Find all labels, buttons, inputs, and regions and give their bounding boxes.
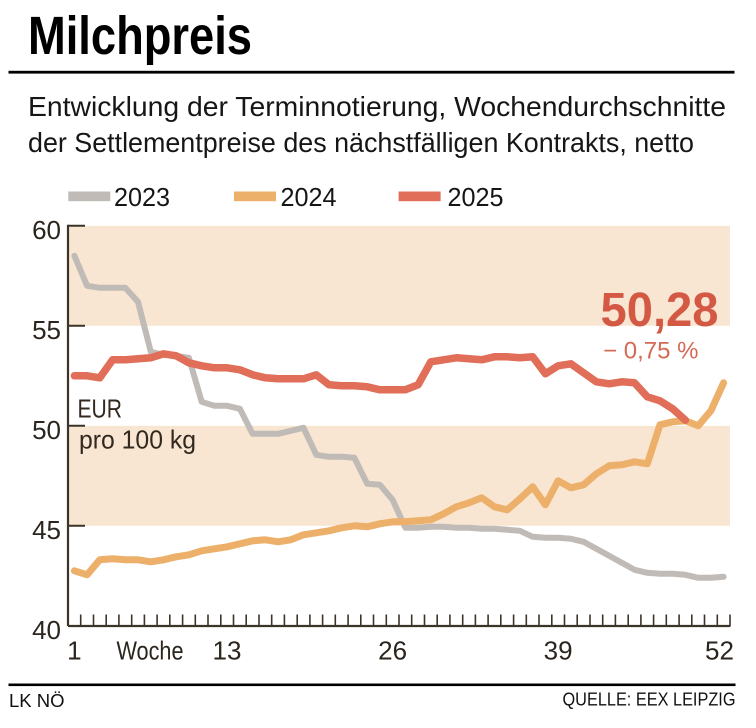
svg-text:Entwicklung der Terminnotierun: Entwicklung der Terminnotierung, Wochend… <box>28 91 726 122</box>
svg-text:2023: 2023 <box>114 182 170 212</box>
svg-text:der Settlementpreise des nächs: der Settlementpreise des nächstfälligen … <box>28 127 694 158</box>
svg-text:pro 100 kg: pro 100 kg <box>79 425 196 455</box>
svg-text:− 0,75 %: − 0,75 % <box>603 338 698 365</box>
svg-text:LK NÖ: LK NÖ <box>9 690 65 711</box>
svg-text:1: 1 <box>67 636 81 666</box>
svg-text:Woche: Woche <box>117 636 184 666</box>
svg-text:50: 50 <box>32 415 61 445</box>
svg-text:50,28: 50,28 <box>601 284 719 337</box>
svg-text:52: 52 <box>705 636 734 666</box>
svg-text:QUELLE: EEX LEIPZIG: QUELLE: EEX LEIPZIG <box>563 689 736 710</box>
svg-text:2025: 2025 <box>448 182 504 212</box>
svg-text:45: 45 <box>32 515 61 545</box>
svg-text:39: 39 <box>544 636 573 666</box>
svg-text:Milchpreis: Milchpreis <box>28 6 252 66</box>
svg-text:40: 40 <box>32 615 61 645</box>
svg-text:26: 26 <box>378 636 407 666</box>
svg-text:EUR: EUR <box>78 394 123 424</box>
svg-text:2024: 2024 <box>281 182 337 212</box>
svg-text:55: 55 <box>32 315 61 345</box>
svg-text:13: 13 <box>213 636 242 666</box>
svg-text:60: 60 <box>32 215 61 245</box>
